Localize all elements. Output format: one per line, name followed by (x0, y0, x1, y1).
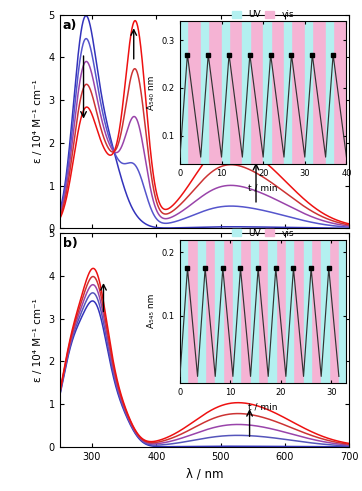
X-axis label: λ / nm: λ / nm (186, 467, 223, 480)
Y-axis label: ε / 10⁴ M⁻¹ cm⁻¹: ε / 10⁴ M⁻¹ cm⁻¹ (33, 80, 43, 164)
Y-axis label: ε / 10⁴ M⁻¹ cm⁻¹: ε / 10⁴ M⁻¹ cm⁻¹ (33, 298, 43, 382)
Text: a): a) (63, 19, 77, 32)
Text: b): b) (63, 238, 77, 250)
